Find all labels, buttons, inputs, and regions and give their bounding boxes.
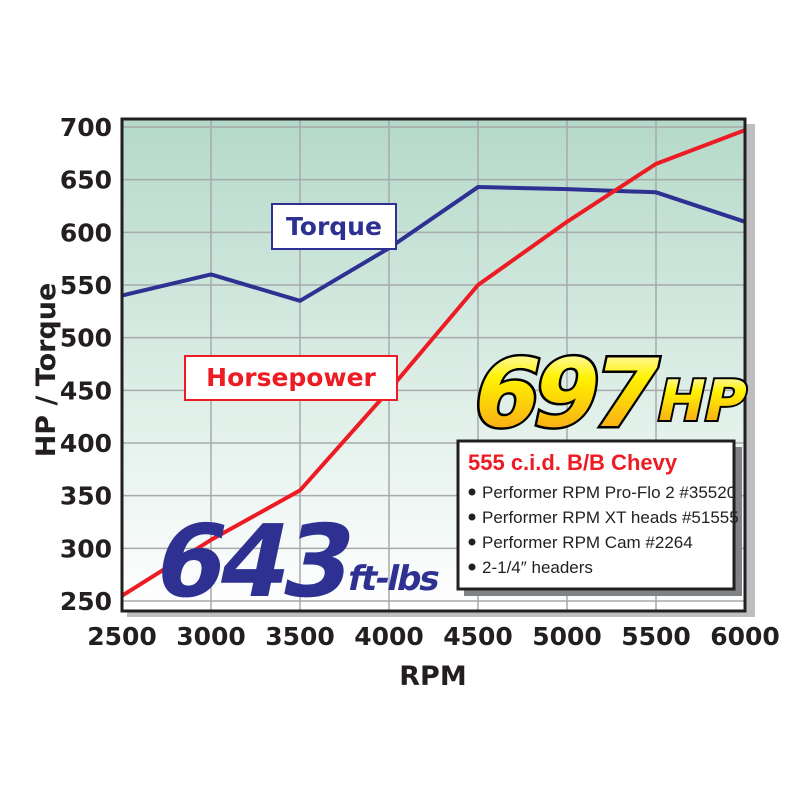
bullet-icon <box>468 563 476 571</box>
x-axis-label: RPM <box>399 661 466 692</box>
y-axis-label: HP / Torque <box>31 283 62 458</box>
peak-hp-value: 697 <box>463 340 664 449</box>
y-tick-label: 450 <box>60 376 112 405</box>
series-line-torque <box>121 185 746 303</box>
bullet-icon <box>468 488 476 496</box>
peak-hp-callout: 697 HP <box>461 337 755 451</box>
engine-info-item: Performer RPM Pro-Flo 2 #35520 <box>482 483 736 502</box>
x-tick-label: 6000 <box>710 622 780 651</box>
y-tick-label: 350 <box>60 482 112 511</box>
bullet-icon <box>468 538 476 546</box>
x-tick-label: 4000 <box>354 622 424 651</box>
peak-torque-unit: ft-lbs <box>344 559 442 599</box>
bullet-icon <box>468 513 476 521</box>
engine-info-item: 2-1/4″ headers <box>482 558 593 577</box>
engine-info-item: Performer RPM XT heads #51555 <box>482 508 739 527</box>
engine-info-box: 555 c.i.d. B/B Chevy Performer RPM Pro-F… <box>456 439 742 596</box>
legend-horsepower: Horsepower <box>184 355 398 401</box>
peak-torque-callout: 643 ft-lbs <box>145 503 443 620</box>
x-tick-label: 3500 <box>265 622 335 651</box>
series-line-horsepower <box>120 128 746 598</box>
x-tick-label: 4500 <box>443 622 513 651</box>
legend-torque: Torque <box>271 203 397 250</box>
engine-info-item: Performer RPM Cam #2264 <box>482 533 693 552</box>
x-tick-label: 3000 <box>176 622 246 651</box>
engine-info-title: 555 c.i.d. B/B Chevy <box>468 450 678 475</box>
peak-hp-unit: HP <box>651 369 753 434</box>
x-tick-label: 5000 <box>532 622 602 651</box>
x-tick-label: 5500 <box>621 622 691 651</box>
y-tick-label: 300 <box>60 534 112 563</box>
y-tick-label: 250 <box>60 587 112 616</box>
plot-border <box>120 117 747 613</box>
legend-horsepower-label: Horsepower <box>206 363 376 392</box>
peak-torque-value: 643 <box>145 503 361 620</box>
y-tick-label: 650 <box>60 166 112 195</box>
legend-torque-label: Torque <box>286 212 382 241</box>
y-tick-label: 600 <box>60 218 112 247</box>
y-tick-label: 500 <box>60 324 112 353</box>
y-tick-label: 700 <box>60 113 112 142</box>
y-tick-label: 400 <box>60 429 112 458</box>
y-tick-label: 550 <box>60 271 112 300</box>
x-tick-label: 2500 <box>87 622 157 651</box>
